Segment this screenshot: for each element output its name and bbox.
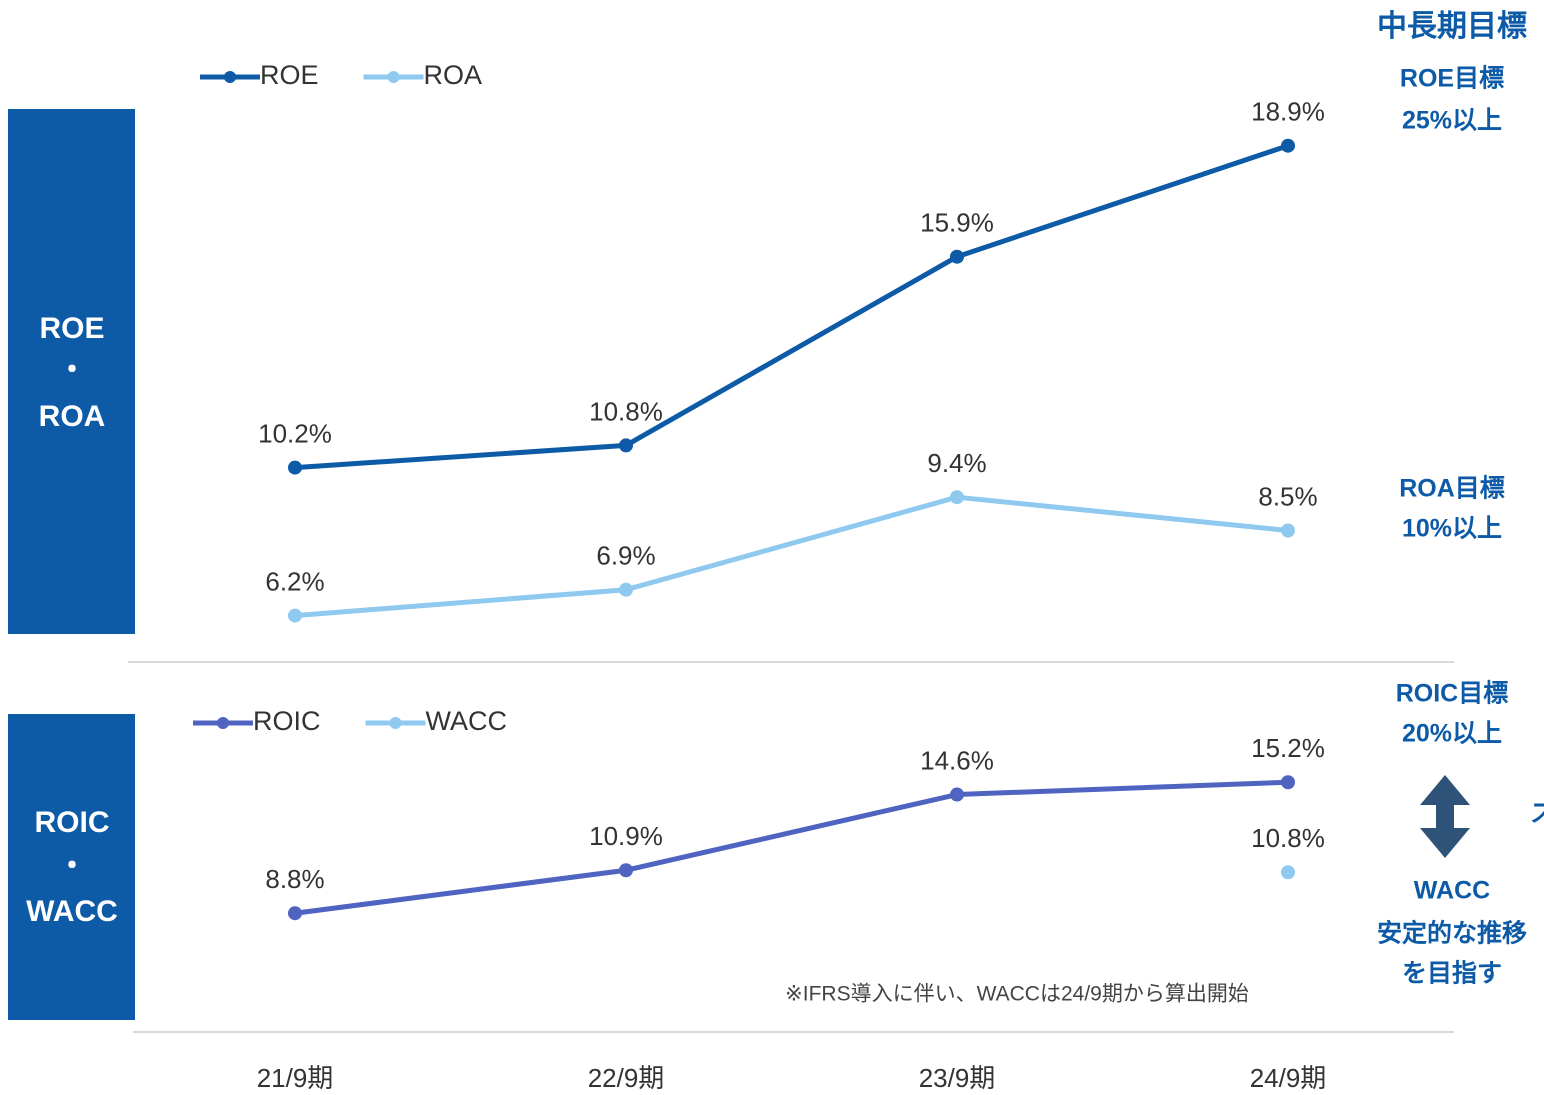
point — [288, 906, 302, 921]
target-text: 安定的な推移 — [1377, 919, 1527, 948]
point — [1281, 523, 1295, 538]
side-box — [8, 109, 135, 634]
data-label: 8.8% — [265, 864, 324, 894]
legend-label: ROIC — [253, 706, 321, 736]
legend-marker — [217, 717, 229, 729]
side-box — [8, 714, 135, 1020]
data-label: 6.2% — [265, 566, 324, 596]
double-arrow — [1420, 775, 1470, 858]
data-label: 9.4% — [927, 448, 986, 478]
target-text: 20%以上 — [1402, 720, 1502, 748]
point — [1281, 775, 1295, 790]
data-label: 18.9% — [1251, 97, 1325, 127]
data-label: 10.2% — [258, 418, 332, 448]
data-label: 10.8% — [1251, 823, 1325, 853]
legend-marker — [387, 71, 400, 83]
data-label: 10.8% — [589, 396, 663, 426]
target-title: WACC — [1414, 877, 1490, 905]
data-label: 8.5% — [1258, 481, 1317, 511]
point — [950, 249, 964, 264]
note: ※IFRS導入に伴い、WACCは24/9期から算出開始 — [785, 983, 1249, 1006]
line — [294, 779, 1289, 916]
side-label: ROIC — [35, 806, 110, 839]
x-tick-label: 22/9期 — [588, 1063, 665, 1093]
line — [294, 494, 1289, 619]
side-label: ・ — [57, 354, 87, 387]
point — [1281, 865, 1295, 880]
target-text: を目指す — [1402, 960, 1502, 988]
data-label: 10.9% — [589, 821, 663, 851]
heading: 中長期目標 — [1377, 10, 1527, 43]
data-label: 15.9% — [920, 208, 994, 238]
data-label: 6.9% — [596, 541, 655, 571]
point — [619, 863, 633, 878]
side-label: ・ — [57, 850, 87, 883]
point — [288, 608, 302, 623]
target-text: 25%以上 — [1402, 107, 1502, 135]
point — [619, 438, 633, 453]
side-label: ROA — [39, 400, 106, 433]
side-label: WACC — [26, 895, 118, 928]
x-tick-label: 21/9期 — [257, 1063, 334, 1093]
target-title: ROE目標 — [1400, 65, 1504, 93]
target-text: 10%以上 — [1402, 515, 1502, 543]
x-tick-label: 24/9期 — [1250, 1063, 1327, 1093]
point — [288, 460, 302, 475]
side-label: ROE — [39, 312, 104, 345]
point — [619, 582, 633, 597]
target-title: ROA目標 — [1399, 475, 1505, 503]
legend-marker — [224, 71, 236, 83]
legend-label: ROE — [260, 60, 319, 90]
spread-label: ス — [1530, 800, 1544, 828]
target-title: ROIC目標 — [1396, 680, 1509, 708]
point — [950, 490, 964, 505]
x-tick-label: 23/9期 — [919, 1063, 996, 1093]
line — [294, 143, 1289, 471]
point — [1281, 138, 1295, 153]
legend-marker — [389, 717, 402, 729]
point — [950, 787, 964, 802]
data-label: 15.2% — [1251, 733, 1325, 763]
legend-label: WACC — [426, 706, 508, 736]
legend-label: ROA — [424, 60, 483, 90]
data-label: 14.6% — [920, 745, 994, 775]
